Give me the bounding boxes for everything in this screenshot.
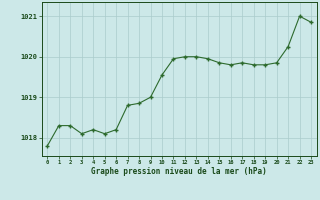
X-axis label: Graphe pression niveau de la mer (hPa): Graphe pression niveau de la mer (hPa) (91, 167, 267, 176)
